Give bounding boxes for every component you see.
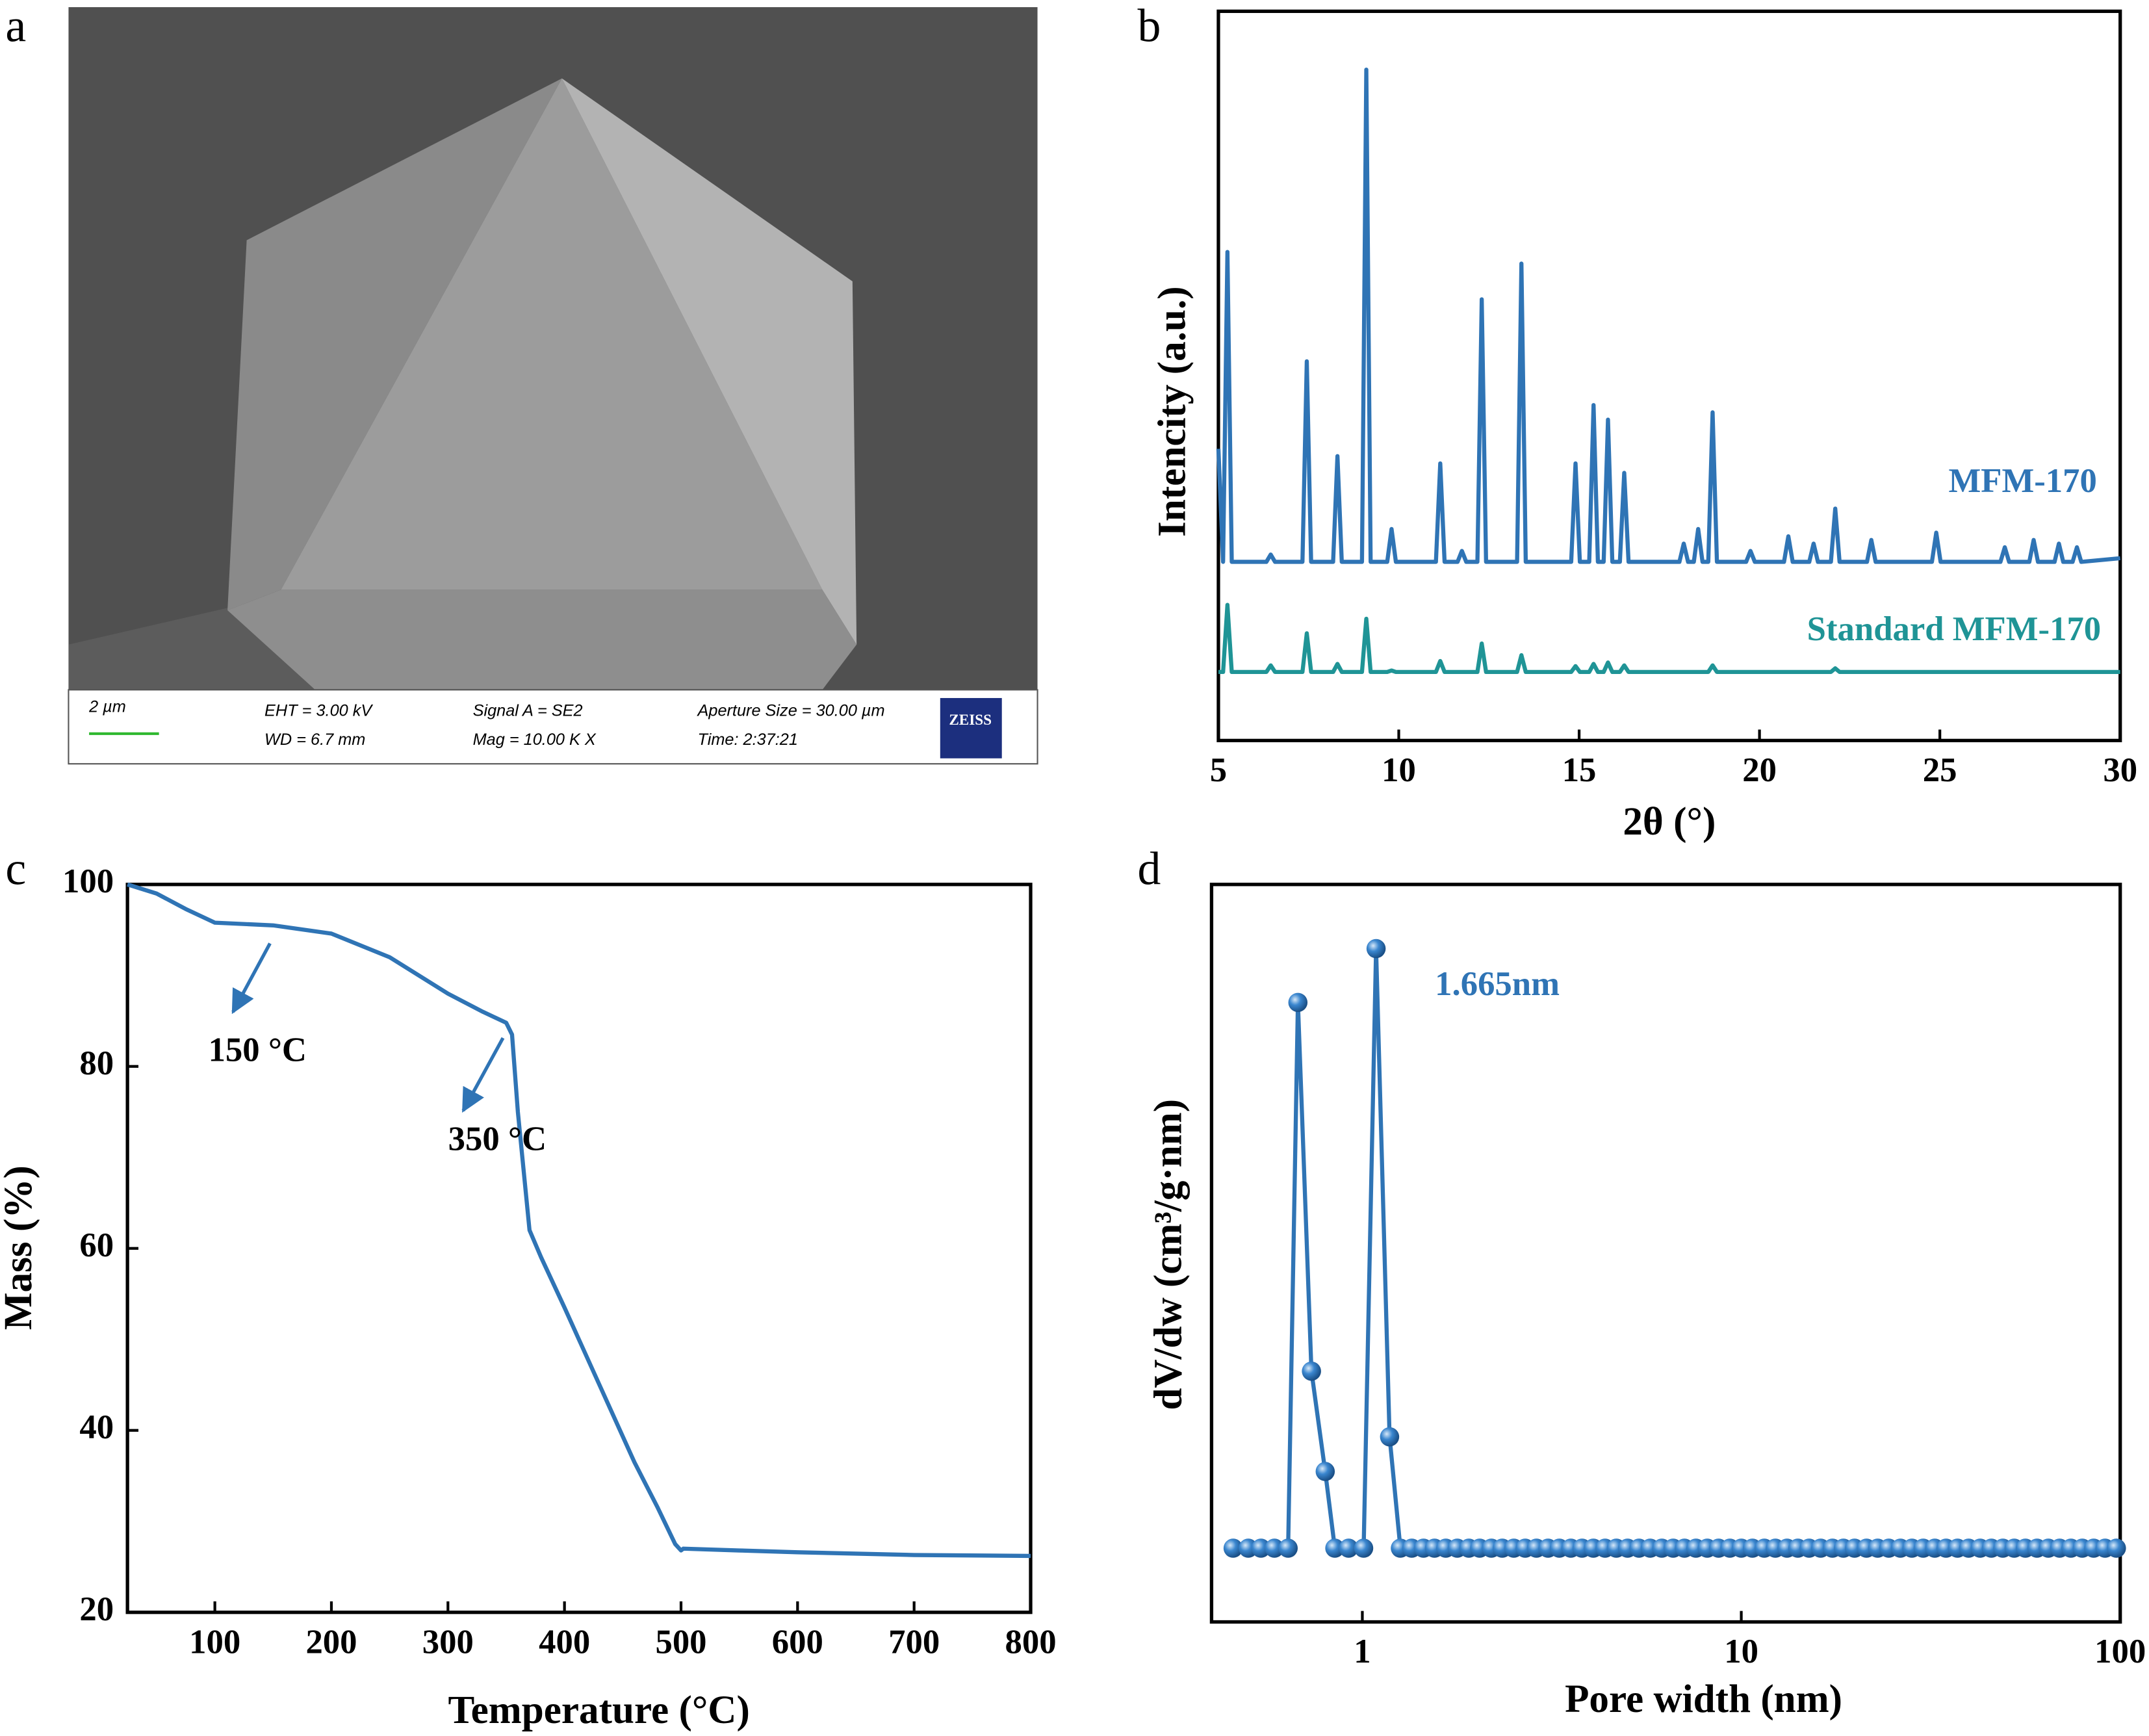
x-tick-label: 700 — [888, 1623, 940, 1661]
data-point — [1251, 1538, 1271, 1558]
annotation: 350 °C — [448, 1120, 547, 1158]
x-tick-label: 1 — [1354, 1633, 1370, 1670]
plot-frame — [1216, 9, 2122, 742]
crystal-face — [281, 78, 823, 590]
x-tick-label: 10 — [1382, 751, 1416, 789]
data-point — [1339, 1538, 1359, 1558]
x-tick-label: 25 — [1923, 751, 1957, 789]
data-point — [1302, 1361, 1321, 1381]
crystal-face — [227, 78, 562, 610]
x-axis-title: Temperature (°C) — [448, 1688, 749, 1732]
data-point — [1223, 1538, 1243, 1558]
y-axis-title: dV/dw (cm³/g·nm) — [1146, 1099, 1190, 1410]
data-line — [1218, 602, 2120, 675]
sem-shadow — [68, 603, 357, 690]
panel-label: b — [1138, 0, 1161, 51]
info-text: EHT = 3.00 kV — [264, 702, 373, 720]
x-tick-label: 200 — [305, 1623, 357, 1661]
x-tick-label: 500 — [655, 1623, 706, 1661]
info-text: Time: 2:37:21 — [698, 731, 798, 749]
x-axis-title: 2θ (°) — [1623, 799, 1716, 844]
series-label: Standard MFM-170 — [1807, 610, 2102, 648]
data-point — [1354, 1538, 1374, 1558]
x-tick-label: 10 — [1724, 1633, 1758, 1670]
x-tick-label: 20 — [1742, 751, 1777, 789]
crystal-face — [227, 589, 857, 690]
x-tick-label: 5 — [1210, 751, 1227, 789]
y-tick-label: 100 — [62, 862, 114, 900]
x-tick-label: 15 — [1562, 751, 1597, 789]
x-axis-title: Pore width (nm) — [1565, 1677, 1842, 1721]
info-text: WD = 6.7 mm — [264, 731, 365, 749]
annotation-arrow — [231, 942, 272, 1015]
data-point — [1380, 1427, 1400, 1447]
annotation: 1.665nm — [1435, 965, 1560, 1003]
annotation-arrow — [461, 1037, 505, 1113]
info-text: Signal A = SE2 — [473, 702, 583, 720]
info-text: Aperture Size = 30.00 µm — [697, 702, 885, 720]
data-line — [1233, 946, 2117, 1551]
series-label: MFM-170 — [1948, 462, 2096, 500]
plot-frame — [1209, 883, 2122, 1624]
data-point — [1265, 1538, 1284, 1558]
x-tick-label: 30 — [2103, 751, 2137, 789]
y-tick-label: 80 — [79, 1044, 114, 1082]
panel-label: a — [5, 0, 26, 51]
x-tick-label: 400 — [539, 1623, 590, 1661]
y-tick-label: 60 — [79, 1226, 114, 1264]
data-point — [1325, 1538, 1345, 1558]
y-axis-title: Intencity (a.u.) — [1150, 286, 1194, 537]
crystal-face — [561, 78, 857, 645]
data-point — [1315, 1462, 1335, 1481]
x-tick-label: 300 — [422, 1623, 474, 1661]
info-text: Mag = 10.00 K X — [473, 731, 597, 749]
y-axis-title: Mass (%) — [0, 1165, 40, 1330]
logo: ZEISS — [949, 712, 992, 729]
sem-panel: a 2 µm EHT = 3.00 kV WD = 6.7 mm Signal … — [5, 0, 1038, 765]
y-tick-label: 20 — [79, 1590, 114, 1628]
logo-box — [940, 697, 1002, 758]
data-line — [127, 882, 1031, 1559]
panel-label: d — [1138, 842, 1161, 894]
data-point — [1288, 992, 1308, 1013]
x-tick-label: 800 — [1005, 1623, 1056, 1661]
data-line — [1216, 67, 2121, 564]
data-point — [2107, 1538, 2126, 1558]
panel-label: c — [5, 842, 26, 894]
data-point — [1366, 939, 1386, 959]
x-tick-label: 100 — [2094, 1633, 2146, 1670]
y-tick-label: 40 — [79, 1408, 114, 1446]
info-bar — [68, 689, 1038, 765]
plot-frame — [125, 883, 1033, 1614]
scale-label: 2 µm — [88, 697, 126, 716]
data-point — [1278, 1538, 1298, 1558]
x-tick-label: 100 — [189, 1623, 240, 1661]
annotation: 150 °C — [209, 1031, 307, 1069]
x-tick-label: 600 — [772, 1623, 823, 1661]
